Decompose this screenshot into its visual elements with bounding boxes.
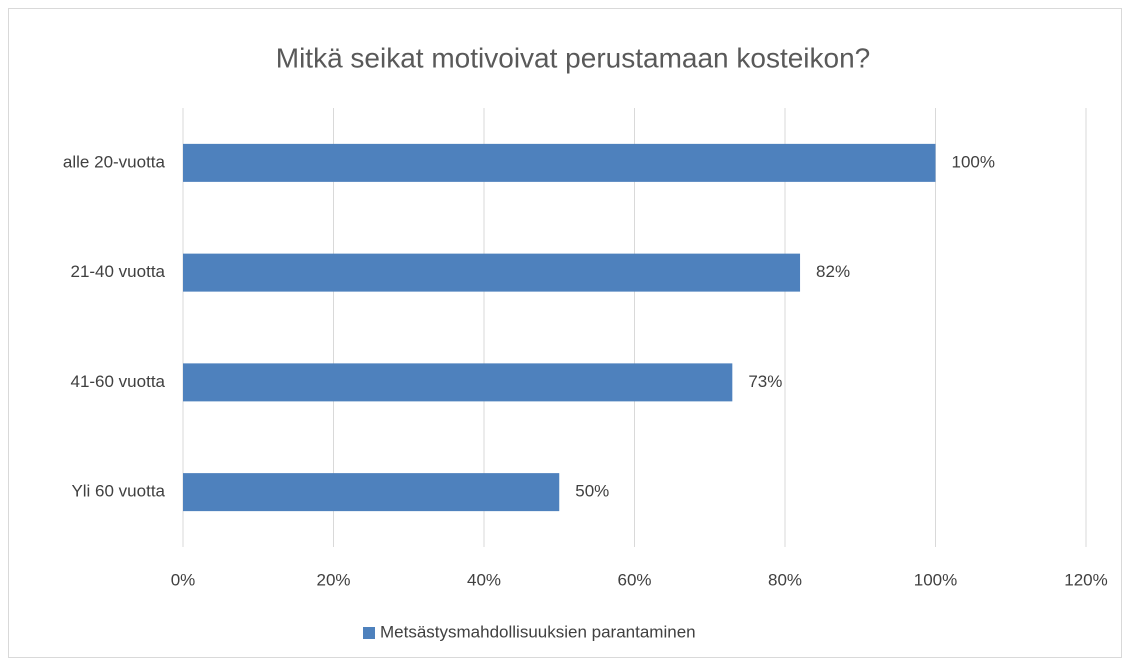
data-label: 82% — [816, 262, 850, 281]
bar — [183, 143, 936, 182]
x-tick-label: 40% — [467, 570, 501, 589]
y-tick-label: alle 20-vuotta — [63, 152, 166, 171]
bar — [183, 363, 733, 402]
bar — [183, 473, 560, 512]
chart-border — [8, 8, 1122, 658]
legend-label: Metsästysmahdollisuuksien parantaminen — [380, 622, 696, 641]
data-label: 100% — [952, 152, 995, 171]
x-tick-label: 20% — [316, 570, 350, 589]
x-tick-label: 120% — [1064, 570, 1107, 589]
data-label: 73% — [748, 372, 782, 391]
x-tick-label: 60% — [617, 570, 651, 589]
bar — [183, 253, 801, 292]
y-tick-label: 21-40 vuotta — [70, 262, 165, 281]
x-tick-label: 100% — [914, 570, 957, 589]
x-tick-label: 0% — [171, 570, 196, 589]
chart-title: Mitkä seikat motivoivat perustamaan kost… — [276, 42, 871, 73]
legend-swatch — [363, 627, 375, 639]
data-label: 50% — [575, 482, 609, 501]
x-tick-label: 80% — [768, 570, 802, 589]
y-tick-label: 41-60 vuotta — [70, 372, 165, 391]
y-tick-label: Yli 60 vuotta — [71, 482, 165, 501]
